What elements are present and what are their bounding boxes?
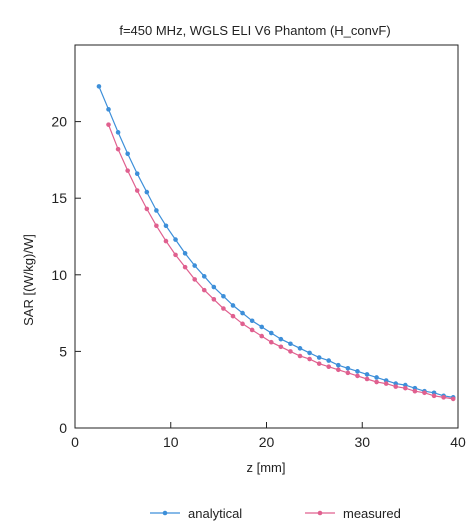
- data-point: [182, 251, 188, 256]
- data-point: [192, 263, 197, 268]
- data-point: [230, 313, 236, 319]
- data-point: [115, 130, 121, 135]
- y-axis-ticks: 0 5 10 15 20: [51, 114, 81, 436]
- data-point: [240, 310, 245, 316]
- legend-item: measured: [305, 506, 401, 521]
- data-point: [182, 264, 188, 270]
- data-point: [249, 327, 255, 333]
- data-point: [393, 384, 399, 389]
- data-point: [240, 321, 245, 327]
- data-point: [268, 339, 274, 345]
- data-point: [163, 223, 169, 229]
- data-point: [355, 369, 360, 374]
- plot-area: [74, 44, 459, 429]
- data-point: [201, 274, 207, 279]
- data-point: [316, 361, 322, 366]
- data-point: [345, 365, 351, 371]
- data-point: [134, 171, 140, 176]
- x-axis-label: z [mm]: [247, 460, 286, 475]
- data-point: [422, 390, 427, 396]
- data-point: [192, 277, 197, 282]
- y-tick-label: 10: [51, 267, 67, 283]
- legend-marker: [317, 510, 323, 516]
- data-point: [115, 146, 121, 152]
- data-point: [403, 385, 408, 391]
- data-point: [307, 350, 312, 356]
- data-point: [307, 356, 312, 362]
- data-point: [221, 306, 226, 311]
- data-point: [364, 376, 370, 382]
- data-point: [278, 336, 284, 342]
- data-point: [268, 330, 274, 336]
- data-point: [154, 223, 159, 229]
- data-point: [125, 151, 130, 157]
- series-layer: [96, 84, 456, 402]
- data-point: [412, 388, 418, 394]
- data-point: [211, 284, 217, 290]
- data-point: [144, 206, 150, 212]
- data-point: [355, 373, 360, 379]
- data-point: [450, 396, 456, 402]
- data-point: [154, 208, 159, 213]
- y-tick-label: 0: [59, 420, 67, 436]
- y-tick-label: 20: [51, 114, 67, 130]
- data-point: [336, 362, 341, 368]
- data-point: [316, 355, 322, 360]
- legend-item: analytical: [150, 506, 242, 521]
- data-point: [211, 297, 217, 302]
- data-point: [259, 324, 265, 330]
- data-point: [201, 287, 207, 293]
- data-point: [431, 393, 437, 399]
- data-point: [125, 168, 130, 173]
- data-point: [221, 293, 226, 299]
- y-tick-label: 5: [59, 343, 67, 359]
- legend: analytical measured: [150, 506, 401, 521]
- data-point: [288, 349, 293, 354]
- data-point: [278, 344, 284, 350]
- legend-marker: [162, 510, 168, 516]
- data-point: [163, 238, 169, 244]
- data-point: [106, 107, 111, 112]
- data-point: [288, 341, 293, 347]
- data-point: [374, 375, 379, 380]
- y-axis-label: SAR [(W/kg)/W]: [21, 234, 36, 326]
- data-point: [326, 358, 332, 363]
- data-point: [249, 318, 255, 324]
- data-point: [259, 333, 265, 339]
- data-point: [297, 346, 303, 351]
- data-point: [144, 189, 150, 195]
- data-point: [364, 372, 370, 377]
- data-point: [106, 122, 111, 127]
- x-tick-label: 40: [450, 434, 466, 450]
- data-point: [336, 367, 341, 373]
- x-tick-label: 30: [354, 434, 370, 450]
- data-point: [383, 381, 389, 386]
- data-point: [230, 303, 236, 308]
- legend-label: analytical: [188, 506, 242, 521]
- chart-title: f=450 MHz, WGLS ELI V6 Phantom (H_convF): [119, 23, 390, 38]
- x-tick-label: 0: [71, 434, 79, 450]
- data-point: [374, 379, 379, 385]
- y-tick-label: 15: [51, 190, 67, 206]
- data-point: [173, 252, 178, 258]
- data-point: [441, 395, 446, 400]
- data-point: [134, 188, 140, 193]
- data-point: [326, 364, 332, 370]
- data-point: [173, 237, 178, 242]
- x-tick-label: 10: [163, 434, 179, 450]
- data-point: [96, 84, 102, 89]
- x-tick-label: 20: [259, 434, 275, 450]
- data-point: [345, 370, 351, 376]
- data-point: [297, 353, 303, 359]
- series-measured: [106, 122, 456, 402]
- legend-label: measured: [343, 506, 401, 521]
- x-axis-ticks: 0 10 20 30 40: [71, 422, 466, 450]
